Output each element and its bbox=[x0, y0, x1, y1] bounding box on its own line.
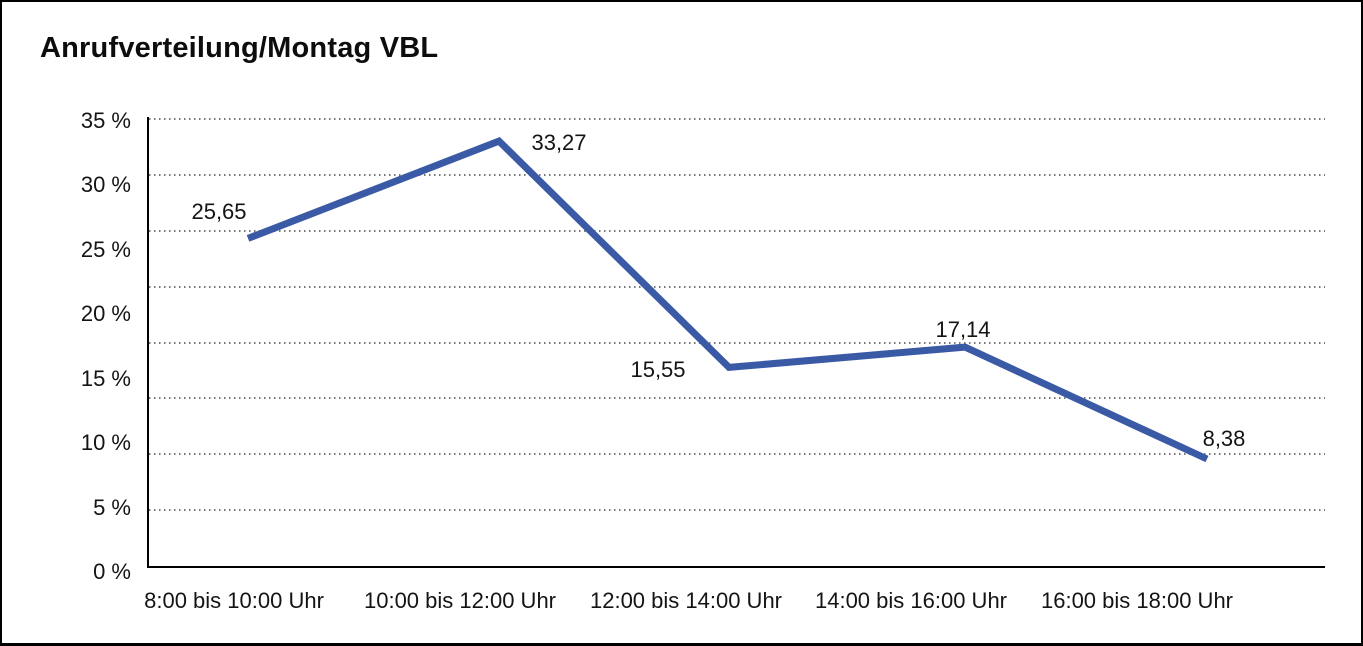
data-point-label: 15,55 bbox=[630, 357, 686, 382]
x-category-label: 14:00 bis 16:00 Uhr bbox=[814, 588, 1008, 613]
data-point-label: 25,65 bbox=[191, 199, 247, 224]
gridline bbox=[149, 453, 1325, 456]
chart-title: Anrufverteilung/Montag VBL bbox=[40, 32, 439, 64]
y-tick-label: 0 % bbox=[93, 559, 131, 584]
gridline bbox=[149, 509, 1325, 512]
data-point-label: 33,27 bbox=[531, 130, 587, 155]
x-axis-line bbox=[147, 566, 1325, 568]
y-tick-label: 10 % bbox=[80, 430, 131, 456]
gridline bbox=[149, 229, 1325, 232]
y-tick-label: 20 % bbox=[80, 301, 131, 327]
data-line bbox=[246, 137, 1209, 463]
y-tick-label: 15 % bbox=[80, 365, 131, 391]
data-point-label: 8,38 bbox=[1202, 426, 1246, 451]
gridline bbox=[149, 341, 1325, 344]
y-tick-label: 5 % bbox=[93, 494, 131, 520]
gridline bbox=[149, 173, 1325, 176]
y-tick-label: 30 % bbox=[80, 172, 131, 198]
gridline bbox=[149, 397, 1325, 400]
x-category-label: 16:00 bis 18:00 Uhr bbox=[1040, 588, 1234, 613]
y-axis-line bbox=[147, 117, 149, 568]
data-point-label: 17,14 bbox=[935, 317, 991, 342]
x-category-label: 8:00 bis 10:00 Uhr bbox=[144, 588, 324, 613]
gridline bbox=[149, 118, 1325, 120]
gridline bbox=[149, 285, 1325, 288]
y-tick-label: 35 % bbox=[80, 108, 131, 133]
y-tick-label: 25 % bbox=[80, 236, 131, 262]
x-category-label: 10:00 bis 12:00 Uhr bbox=[363, 588, 557, 613]
x-category-label: 12:00 bis 14:00 Uhr bbox=[589, 588, 783, 613]
